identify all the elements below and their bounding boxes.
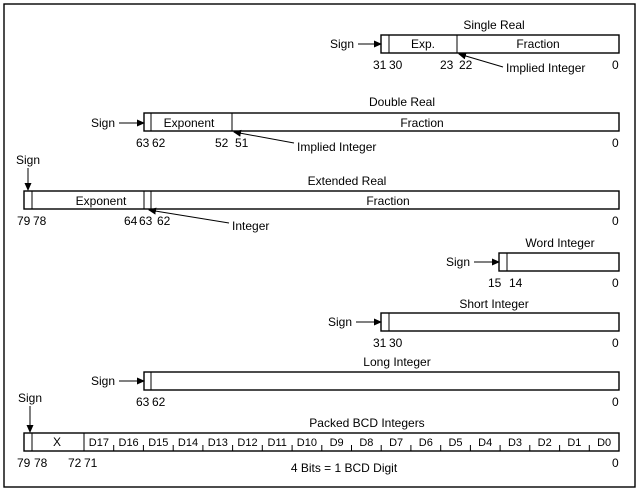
packed-bcd-x-field: X xyxy=(53,435,61,449)
long-integer-box xyxy=(143,371,620,391)
double-real-title: Double Real xyxy=(369,95,435,109)
single-real-implied-arrow xyxy=(458,52,504,68)
bcd-digit-d5: D5 xyxy=(448,437,462,449)
extended-real-format: Extended Real Sign Exponent Fraction Int… xyxy=(16,153,620,233)
short-integer-title: Short Integer xyxy=(459,297,528,311)
word-integer-bit-15: 15 xyxy=(488,276,502,290)
packed-bcd-title: Packed BCD Integers xyxy=(309,416,424,430)
bcd-digit-d16: D16 xyxy=(119,437,139,449)
short-integer-sign-label: Sign xyxy=(328,315,352,329)
extended-real-box xyxy=(23,190,620,210)
extended-real-bit-64: 64 xyxy=(124,214,138,228)
bcd-digit-d7: D7 xyxy=(389,437,403,449)
single-real-bit-22: 22 xyxy=(459,58,473,72)
double-real-sign-label: Sign xyxy=(91,116,115,130)
packed-bcd-bit-79: 79 xyxy=(17,456,31,470)
extended-real-fraction-field: Fraction xyxy=(366,194,409,208)
bcd-digit-d1: D1 xyxy=(567,437,581,449)
double-real-format: Double Real Exponent Fraction Sign Impli… xyxy=(91,95,620,154)
single-real-bit-0: 0 xyxy=(612,58,619,72)
bcd-digit-d6: D6 xyxy=(419,437,433,449)
double-real-bit-51: 51 xyxy=(235,136,249,150)
single-real-exp-field: Exp. xyxy=(411,37,435,51)
packed-bcd-bit-0: 0 xyxy=(612,456,619,470)
packed-bcd-bit-72: 72 xyxy=(68,456,82,470)
short-integer-bit-30: 30 xyxy=(389,336,403,350)
long-integer-bit-62: 62 xyxy=(152,395,166,409)
extended-real-bit-78: 78 xyxy=(33,214,47,228)
extended-real-bit-0: 0 xyxy=(612,214,619,228)
diagram-frame xyxy=(3,3,636,488)
single-real-bit-31: 31 xyxy=(373,58,387,72)
long-integer-sign-label: Sign xyxy=(91,374,115,388)
extended-real-integer-arrow xyxy=(148,207,230,224)
long-integer-title: Long Integer xyxy=(363,355,430,369)
bcd-digit-d13: D13 xyxy=(208,437,228,449)
word-integer-format: Word Integer Sign 15 14 0 xyxy=(446,236,620,290)
short-integer-bit-31: 31 xyxy=(373,336,387,350)
short-integer-box xyxy=(380,312,620,332)
packed-bcd-format: Packed BCD Integers Sign X D17 D16 D15 D14 D… xyxy=(17,391,620,475)
short-integer-format: Short Integer Sign 31 30 0 xyxy=(328,297,620,350)
word-integer-bit-0: 0 xyxy=(612,276,619,290)
extended-real-bit-79: 79 xyxy=(17,214,31,228)
extended-real-exponent-field: Exponent xyxy=(76,194,127,208)
single-real-title: Single Real xyxy=(463,18,524,32)
extended-real-bit-63: 63 xyxy=(139,214,153,228)
bcd-digit-d3: D3 xyxy=(508,437,522,449)
extended-real-bit-62: 62 xyxy=(157,214,171,228)
packed-bcd-sign-label: Sign xyxy=(18,391,42,405)
long-integer-bit-63: 63 xyxy=(136,395,150,409)
bcd-digit-d0: D0 xyxy=(597,437,611,449)
packed-bcd-bit-78: 78 xyxy=(34,456,48,470)
bcd-digit-d2: D2 xyxy=(538,437,552,449)
double-real-bit-63: 63 xyxy=(136,136,150,150)
word-integer-bit-14: 14 xyxy=(509,276,523,290)
word-integer-title: Word Integer xyxy=(525,236,594,250)
single-real-format: Single Real Exp. Fraction Sign Implied I… xyxy=(330,18,620,75)
double-real-box xyxy=(143,112,620,132)
bcd-digit-d4: D4 xyxy=(478,437,492,449)
single-real-bit-30: 30 xyxy=(389,58,403,72)
single-real-bit-23: 23 xyxy=(440,58,454,72)
bcd-digit-d14: D14 xyxy=(178,437,198,449)
double-real-exponent-field: Exponent xyxy=(164,116,215,130)
double-real-bit-52: 52 xyxy=(215,136,229,150)
extended-real-title: Extended Real xyxy=(308,174,387,188)
double-real-bit-62: 62 xyxy=(152,136,166,150)
bcd-digit-d15: D15 xyxy=(148,437,168,449)
long-integer-format: Long Integer Sign 63 62 0 xyxy=(91,355,620,409)
extended-real-sign-label: Sign xyxy=(16,153,40,167)
extended-real-integer-label: Integer xyxy=(232,219,269,233)
bcd-digit-d10: D10 xyxy=(297,437,317,449)
bcd-digit-d9: D9 xyxy=(330,437,344,449)
single-real-sign-label: Sign xyxy=(330,37,354,51)
bcd-digit-d17: D17 xyxy=(89,437,109,449)
single-real-implied-label: Implied Integer xyxy=(506,61,585,75)
double-real-implied-label: Implied Integer xyxy=(297,140,376,154)
short-integer-bit-0: 0 xyxy=(612,336,619,350)
bcd-digit-d8: D8 xyxy=(359,437,373,449)
long-integer-bit-0: 0 xyxy=(612,395,619,409)
bcd-digit-d12: D12 xyxy=(237,437,257,449)
single-real-fraction-field: Fraction xyxy=(516,37,559,51)
double-real-implied-arrow xyxy=(233,129,295,144)
packed-bcd-note: 4 Bits = 1 BCD Digit xyxy=(291,461,398,475)
bcd-digit-d11: D11 xyxy=(268,437,287,449)
word-integer-box xyxy=(498,252,620,272)
packed-bcd-digit-fields: D17 D16 D15 D14 D13 D12 D11 D10 D9 D8 D7 D6 D5 D4 D3 D2… xyxy=(89,437,611,451)
double-real-fraction-field: Fraction xyxy=(400,116,443,130)
packed-bcd-bit-71: 71 xyxy=(84,456,98,470)
double-real-bit-0: 0 xyxy=(612,136,619,150)
word-integer-sign-label: Sign xyxy=(446,255,470,269)
